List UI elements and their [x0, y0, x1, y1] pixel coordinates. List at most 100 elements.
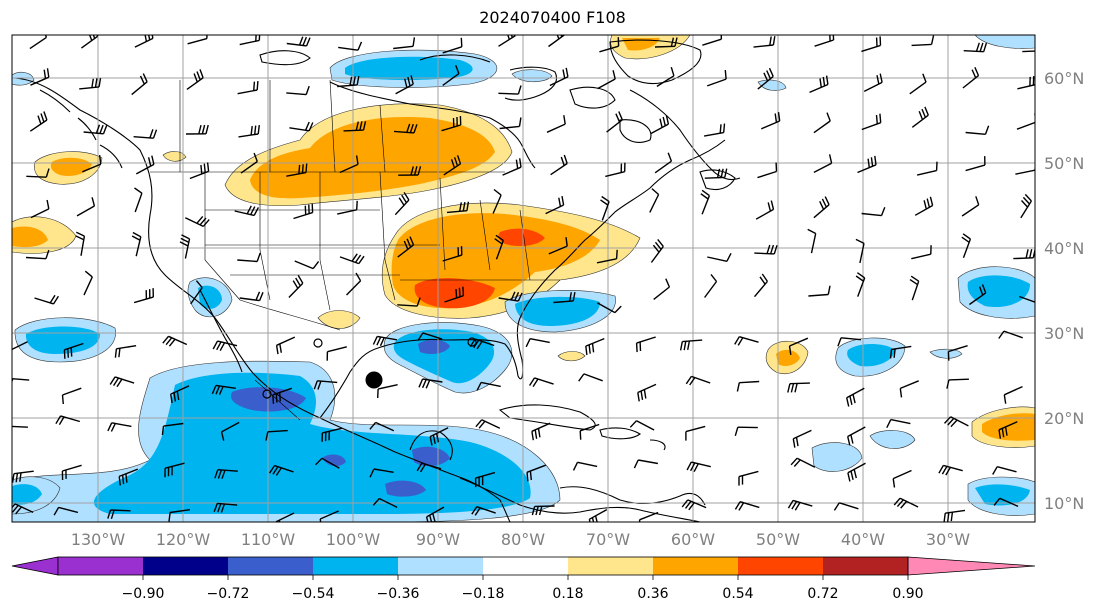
- wind-barb: [968, 284, 987, 306]
- wind-barb: [526, 464, 546, 482]
- wind-barb: [993, 497, 1019, 507]
- lon-label: 30°W: [926, 530, 970, 549]
- colorbar-segment: [738, 557, 823, 575]
- wind-barb: [471, 506, 496, 516]
- wind-barb: [397, 297, 421, 307]
- wind-barb: [398, 166, 422, 176]
- wind-barb: [685, 425, 706, 441]
- wind-barb: [184, 215, 210, 228]
- low-marker: [467, 337, 477, 347]
- wind-barb: [162, 335, 188, 347]
- wind-barb: [965, 125, 990, 135]
- wind-barb: [813, 154, 833, 174]
- strong-positive-anomaly-region: [498, 228, 545, 246]
- wind-barb: [346, 272, 362, 296]
- wind-barb: [909, 275, 920, 301]
- storm-center-marker: [365, 371, 383, 389]
- wind-barb: [1016, 113, 1035, 130]
- wind-barb: [700, 189, 711, 215]
- colorbar-segment: [483, 557, 568, 575]
- wind-barb: [211, 384, 236, 395]
- map-frame: [11, 34, 1036, 523]
- negative-anomaly-region: [198, 285, 222, 309]
- wind-barb: [704, 273, 718, 298]
- wind-barb: [133, 288, 154, 304]
- wind-barb: [289, 121, 314, 132]
- wind-barb: [83, 270, 93, 296]
- negative-anomaly-region: [93, 372, 531, 514]
- wind-barb: [240, 152, 258, 174]
- wind-barb: [135, 155, 155, 175]
- wind-barb: [553, 291, 576, 304]
- wind-barb: [1015, 161, 1035, 175]
- wind-barb: [899, 380, 919, 398]
- wind-barb: [114, 345, 137, 358]
- lat-label: 20°N: [1044, 409, 1084, 428]
- wind-barb: [25, 249, 50, 260]
- wind-barb: [808, 285, 831, 297]
- wind-barb: [790, 457, 816, 468]
- wind-barb: [706, 70, 727, 87]
- wind-barb: [212, 340, 238, 352]
- wind-barb: [998, 330, 1023, 339]
- lon-label: 50°W: [756, 530, 800, 549]
- wind-barb: [549, 67, 569, 87]
- wind-barb: [525, 338, 550, 348]
- wind-barb: [656, 66, 675, 87]
- lat-label: 50°N: [1044, 154, 1084, 173]
- lon-label: 90°W: [416, 530, 460, 549]
- wind-barb: [321, 427, 342, 442]
- lat-label: 10°N: [1044, 494, 1084, 513]
- colorbar: −0.90 −0.72 −0.54 −0.36 −0.18 0.18 0.36 …: [11, 556, 1036, 602]
- wind-barb: [446, 201, 470, 214]
- wind-barb: [185, 124, 209, 135]
- wind-barb: [239, 291, 264, 302]
- wind-barb: [416, 462, 442, 473]
- wind-barb: [855, 238, 865, 264]
- wind-barb: [394, 192, 410, 216]
- wind-barb: [992, 466, 1017, 475]
- negative-anomaly-region: [929, 348, 963, 359]
- negative-anomaly-region: [515, 296, 600, 326]
- wind-barb: [179, 234, 191, 259]
- wind-barb: [938, 464, 963, 476]
- wind-barb: [134, 35, 154, 48]
- wind-barb: [79, 77, 102, 90]
- wind-barb: [293, 203, 314, 220]
- wind-barb: [597, 70, 616, 90]
- wind-barb: [893, 497, 919, 509]
- anomaly-shading: [12, 35, 1035, 522]
- wind-barb: [55, 415, 80, 426]
- wind-barb: [442, 246, 463, 262]
- positive-anomaly-region: [776, 349, 800, 366]
- wind-barb: [757, 162, 778, 179]
- wind-barb: [12, 470, 34, 483]
- positive-anomaly-region: [50, 157, 92, 176]
- wind-barb: [326, 346, 347, 361]
- wind-barb: [650, 115, 670, 135]
- wind-barb: [315, 457, 340, 469]
- wind-barb: [585, 337, 605, 356]
- wind-barb: [963, 42, 988, 53]
- wind-barb: [679, 339, 703, 351]
- wind-barb: [134, 187, 143, 213]
- wind-barb: [369, 468, 394, 478]
- wind-barb: [498, 291, 523, 302]
- wind-barb: [638, 511, 659, 522]
- wind-barb: [546, 115, 566, 133]
- wind-barb: [377, 384, 398, 399]
- wind-barb: [1020, 193, 1032, 219]
- wind-barb: [596, 249, 618, 264]
- colorbar-tick-label: −0.90: [122, 586, 165, 602]
- wind-barb: [961, 196, 980, 217]
- wind-barb: [164, 462, 185, 478]
- political-borders: [150, 79, 560, 421]
- negative-anomaly-region: [393, 329, 495, 384]
- wind-barb: [702, 35, 723, 46]
- wind-barb: [734, 336, 759, 346]
- positive-anomaly-region: [622, 38, 660, 51]
- wind-barb: [605, 162, 626, 178]
- wind-barb: [338, 41, 363, 51]
- colorbar-segment: [568, 557, 653, 575]
- colorbar-segment: [823, 557, 908, 575]
